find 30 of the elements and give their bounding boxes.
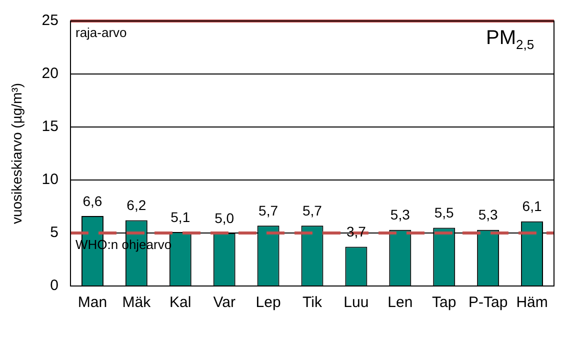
data-label: 5,3 [478, 206, 498, 223]
data-label: 6,1 [522, 198, 542, 214]
y-axis-title: vuosikeskiarvo (µg/m³) [8, 82, 24, 224]
y-tick-label: 0 [50, 277, 58, 294]
data-label: 5,0 [214, 210, 234, 226]
chart-title: PM$_{2,5}$ [486, 27, 534, 52]
x-tick-label: Tap [432, 294, 456, 312]
x-tick-label: Len [388, 294, 413, 312]
y-tick-label: 10 [42, 171, 58, 188]
ref-line-label: raja-arvo [75, 25, 127, 40]
x-tick-label: Kal [170, 294, 192, 312]
data-label: 5,3 [390, 206, 410, 223]
y-tick-label: 20 [42, 65, 58, 82]
y-tick-label: 5 [50, 224, 58, 242]
x-tick-label: Luu [344, 294, 369, 312]
data-label: 6,6 [82, 192, 102, 209]
x-tick-label: Häm [516, 294, 548, 312]
x-tick-label: Man [78, 294, 108, 312]
y-tick-label: 15 [42, 118, 58, 136]
x-tick-label: Lep [256, 294, 281, 312]
data-label: 5,7 [302, 202, 322, 218]
x-tick-label: Mäk [122, 294, 152, 312]
x-tick-label: Tik [302, 294, 322, 312]
y-tick-label: 25 [42, 12, 58, 30]
data-label: 6,2 [126, 197, 146, 214]
x-tick-label: P-Tap [468, 294, 508, 312]
x-tick-label: Var [213, 294, 236, 312]
data-label: 5,7 [258, 202, 278, 218]
data-label: 5,1 [170, 208, 190, 225]
data-label: 5,5 [434, 204, 454, 221]
